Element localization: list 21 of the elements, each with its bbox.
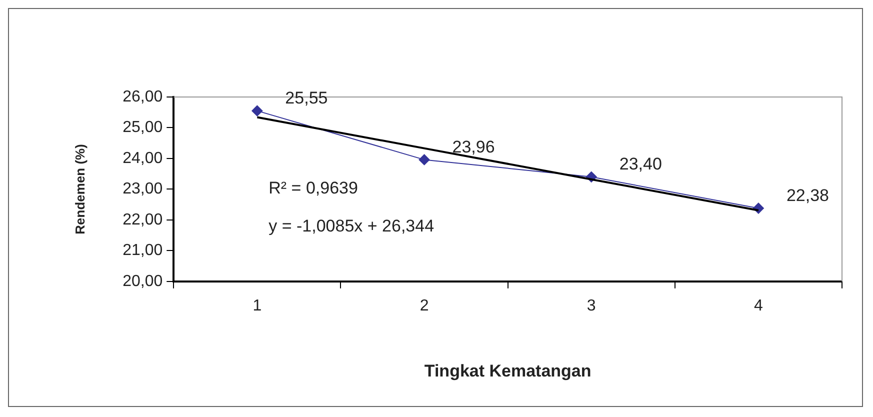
annotation: R² = 0,9639 [268, 178, 358, 198]
x-tick-label: 4 [754, 297, 763, 314]
y-tick-label: 20,00 [122, 272, 163, 290]
x-tick-label: 2 [420, 297, 429, 314]
data-label: 23,96 [452, 137, 495, 156]
y-tick-label: 22,00 [122, 211, 163, 228]
point [418, 154, 430, 166]
data-label: 25,55 [285, 88, 328, 108]
x-axis-title: Tingkat Kematangan [424, 361, 592, 380]
annotation: y = -1,0085x + 26,344 [268, 216, 434, 236]
y-tick-label: 24,00 [122, 150, 163, 167]
x-tick-label: 1 [252, 297, 262, 314]
data-label: 23,40 [619, 154, 662, 174]
data-label: 22,38 [786, 186, 829, 205]
point [252, 105, 263, 116]
y-tick-label: 26,00 [122, 88, 163, 106]
y-tick-label: 23,00 [122, 180, 163, 198]
x-tick-label: 3 [586, 297, 596, 314]
y-tick-label: 25,00 [122, 119, 163, 136]
y-tick-label: 21,00 [122, 242, 163, 260]
y-axis-title: Rendemen (%) [72, 144, 88, 234]
